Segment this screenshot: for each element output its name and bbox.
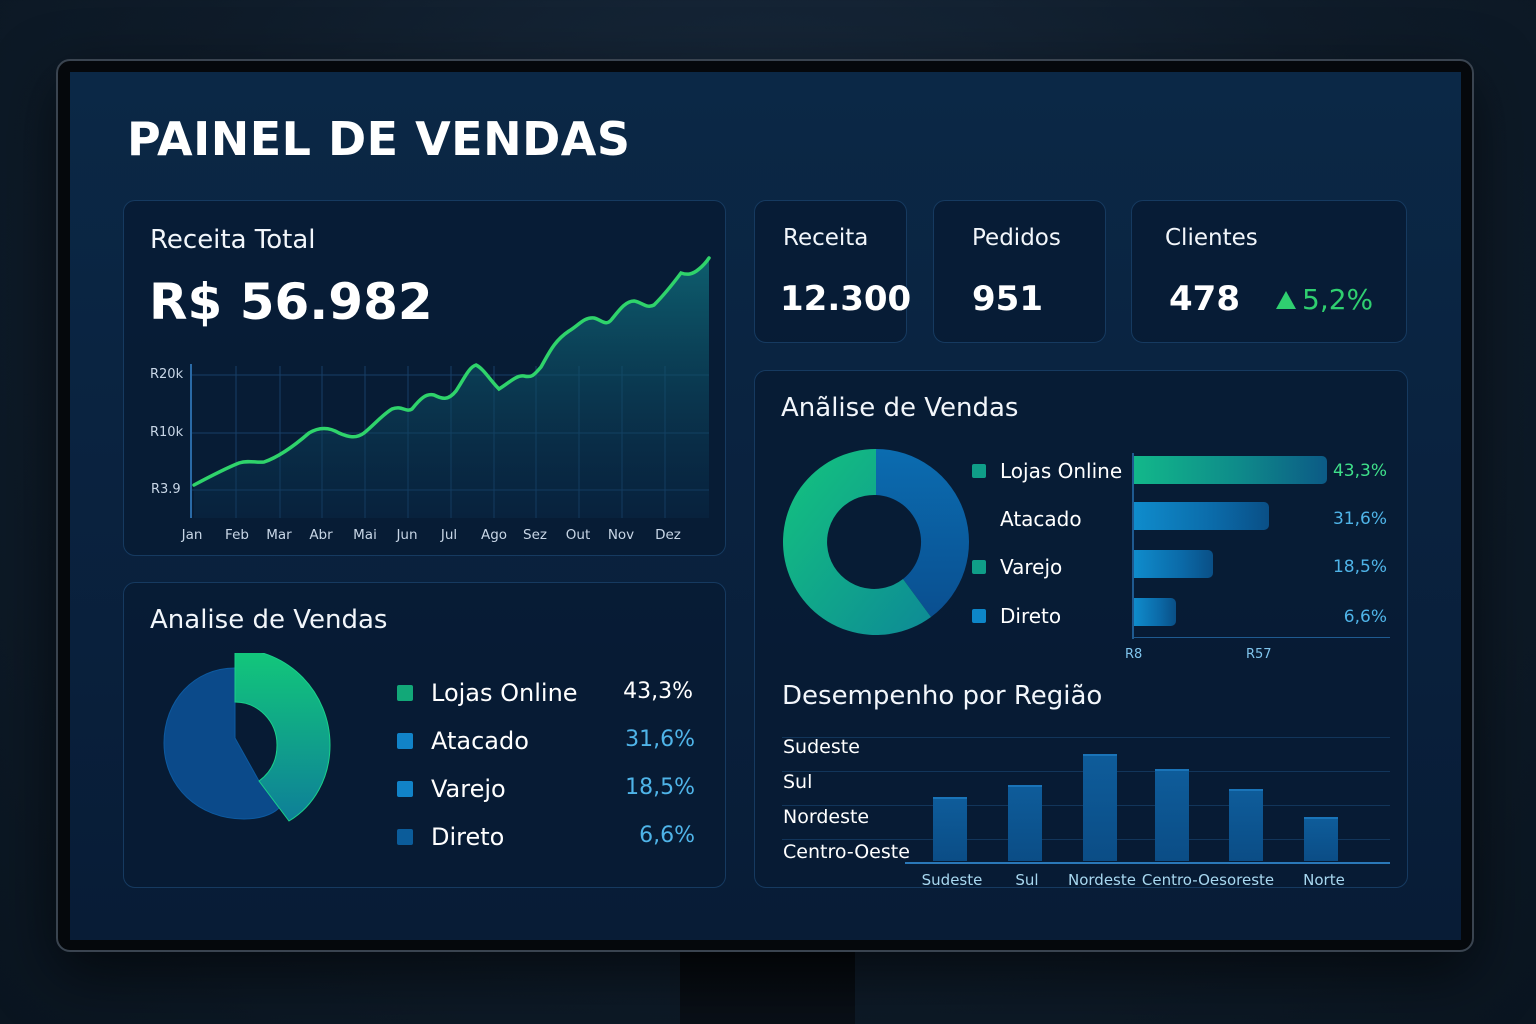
revenue-total-value: R$ 56.982	[149, 273, 433, 331]
y-axis-label-min: R3.9	[151, 482, 181, 497]
region-x-label-norte: Norte	[1303, 871, 1345, 889]
hbar-pct-varejo: 18,5%	[1332, 557, 1387, 577]
region-title: Desempenho por Região	[782, 681, 1103, 711]
legend-item-lojas-online: Lojas Online	[397, 679, 578, 707]
region-bar-centro-oeste[interactable]	[1155, 769, 1189, 861]
swatch-varejo-right	[972, 560, 986, 574]
x-tick-dez: Dez	[655, 527, 681, 543]
hbar-pct-direto: 6,6%	[1343, 607, 1387, 627]
legend-label: Direto	[431, 823, 505, 851]
x-tick-mai: Mai	[353, 527, 377, 543]
legend-label: Lojas Online	[431, 679, 578, 707]
legend-label: Varejo	[1000, 555, 1063, 579]
kpi-card-receita[interactable]: Receita 12.300	[754, 200, 911, 343]
hbar-x-tick-0: R8	[1125, 647, 1143, 662]
legend-label: Atacado	[1000, 507, 1082, 531]
kpi-clientes-value: 478	[1169, 279, 1240, 319]
legend-label: Atacado	[431, 727, 529, 755]
region-y-label-sul: Sul	[783, 771, 813, 793]
region-y-label-sudeste: Sudeste	[783, 736, 860, 758]
sales-analysis-left-title: Analise de Vendas	[150, 605, 388, 635]
kpi-clientes-trend: 5,2%	[1276, 283, 1373, 316]
sales-donut-chart-right[interactable]	[781, 447, 971, 637]
kpi-receita-label: Receita	[783, 225, 869, 251]
legend-label: Direto	[1000, 604, 1062, 628]
region-bar-sul-2[interactable]	[1229, 789, 1263, 861]
revenue-card-title: Receita Total	[150, 225, 316, 255]
legend-item-atacado: Atacado	[397, 727, 529, 755]
hbar-axis-y	[1132, 453, 1134, 639]
sales-analysis-card-left[interactable]: Analise de Vendas Lojas Online 43,3% Ata…	[123, 582, 726, 888]
y-axis-label-10k: R10k	[150, 425, 184, 440]
region-x-label-sul: Sul	[1015, 871, 1039, 889]
legend-item-atacado-right: Atacado	[972, 507, 1082, 531]
swatch-atacado-right	[972, 512, 986, 526]
x-tick-ago: Ago	[480, 527, 508, 543]
revenue-card[interactable]: Receita Total R$ 56.982	[123, 200, 726, 556]
region-bar-norte[interactable]	[1304, 817, 1338, 861]
hbar-pct-atacado: 31,6%	[1332, 509, 1387, 529]
sales-pie-chart-left[interactable]	[154, 653, 344, 833]
legend-pct-varejo: 18,5%	[625, 775, 695, 800]
x-tick-nov: Nov	[607, 527, 635, 543]
x-tick-abr: Abr	[309, 527, 333, 543]
legend-item-direto-right: Direto	[972, 604, 1061, 628]
hbar-varejo[interactable]	[1134, 550, 1213, 578]
legend-label: Lojas Online	[1000, 459, 1123, 483]
hbar-x-tick-1: R57	[1246, 647, 1272, 662]
sales-analysis-card-right[interactable]: Anãlise de Vendas Lojas Online	[754, 370, 1408, 889]
region-bar-sul[interactable]	[1008, 785, 1042, 861]
x-tick-out: Out	[565, 527, 591, 543]
legend-label: Varejo	[431, 775, 506, 803]
legend-item-varejo: Varejo	[397, 775, 506, 803]
legend-pct-direto: 6,6%	[639, 823, 695, 848]
region-bar-nordeste[interactable]	[1083, 754, 1117, 861]
kpi-pedidos-value: 951	[972, 279, 1043, 319]
kpi-clientes-label: Clientes	[1165, 225, 1258, 251]
kpi-card-pedidos[interactable]: Pedidos 951	[933, 200, 1106, 343]
sales-analysis-right-title: Anãlise de Vendas	[781, 393, 1019, 423]
x-tick-feb: Feb	[225, 527, 249, 543]
monitor-stand	[680, 945, 855, 1024]
legend-pct-atacado: 31,6%	[625, 727, 695, 752]
x-tick-sez: Sez	[523, 527, 547, 543]
swatch-direto	[397, 829, 413, 845]
hbar-direto[interactable]	[1134, 598, 1176, 626]
y-axis-label-20k: R20k	[150, 367, 184, 382]
region-axis-x	[905, 862, 1390, 864]
kpi-receita-value: 12.300	[780, 279, 912, 319]
legend-item-direto: Direto	[397, 823, 504, 851]
revenue-line-chart[interactable]	[124, 201, 727, 557]
region-y-label-centro-oeste: Centro-Oeste	[783, 841, 910, 863]
swatch-lojas-online	[397, 685, 413, 701]
dashboard-screen: PAINEL DE VENDAS Receita Total R$ 56.982	[70, 72, 1461, 940]
hbar-atacado[interactable]	[1134, 502, 1269, 530]
x-tick-jan: Jan	[181, 527, 203, 543]
legend-pct-lojas-online: 43,3%	[623, 679, 693, 704]
x-tick-jun: Jun	[396, 527, 418, 543]
legend-item-varejo-right: Varejo	[972, 555, 1062, 579]
hbar-lojas-online[interactable]	[1134, 456, 1327, 484]
region-x-label-sudeste: Sudeste	[921, 871, 983, 889]
kpi-pedidos-label: Pedidos	[972, 225, 1061, 251]
x-tick-mar: Mar	[266, 527, 292, 543]
region-x-label-nordeste: Nordeste	[1068, 871, 1136, 889]
region-y-label-nordeste: Nordeste	[783, 806, 870, 828]
region-x-label-centro-oesoreste: Centro-Oesoreste	[1141, 871, 1275, 889]
hbar-pct-lojas-online: 43,3%	[1332, 461, 1387, 481]
swatch-varejo	[397, 781, 413, 797]
hbar-axis-x	[1132, 637, 1390, 638]
kpi-card-clientes[interactable]: Clientes 478 5,2%	[1131, 200, 1407, 343]
kpi-clientes-trend-value: 5,2%	[1302, 283, 1374, 316]
swatch-atacado	[397, 733, 413, 749]
x-tick-jul: Jul	[440, 527, 458, 543]
page-title: PAINEL DE VENDAS	[127, 112, 631, 166]
swatch-lojas-online-right	[972, 464, 986, 478]
region-bar-sudeste[interactable]	[933, 797, 967, 861]
trend-up-icon	[1276, 290, 1296, 309]
legend-item-lojas-online-right: Lojas Online	[972, 459, 1122, 483]
swatch-direto-right	[972, 609, 986, 623]
